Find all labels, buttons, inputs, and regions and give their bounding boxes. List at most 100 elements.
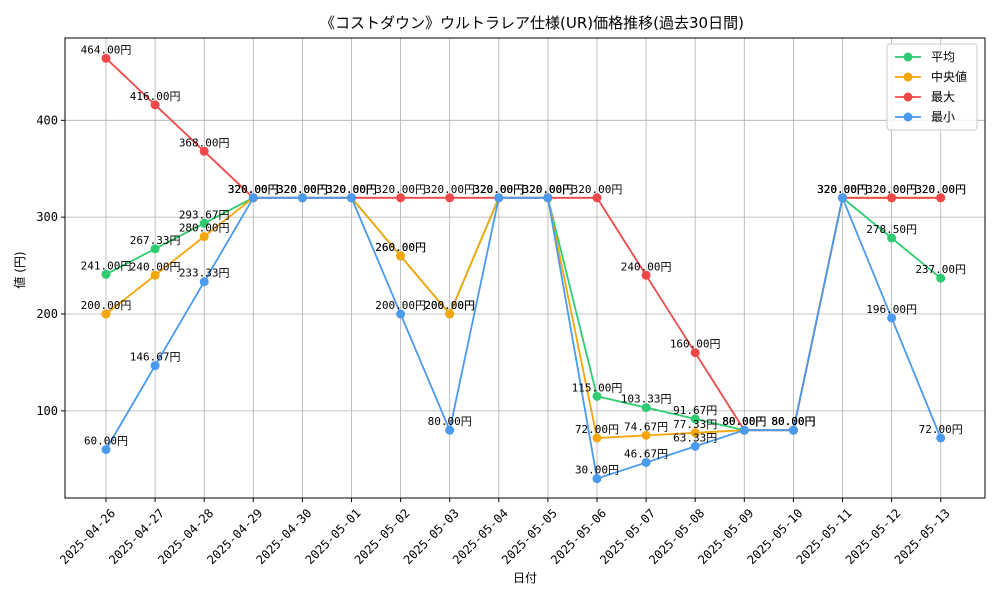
series-point-3 xyxy=(347,193,356,203)
series-point-3 xyxy=(248,193,258,203)
data-labels-layer: 241.00円267.33円293.67円320.00円320.00円320.0… xyxy=(81,43,966,476)
series-line-3 xyxy=(105,194,942,480)
data-label: 200.00円 xyxy=(375,299,426,312)
series-point-0 xyxy=(690,414,700,424)
data-label: 320.00円 xyxy=(473,183,524,196)
data-label: 320.00円 xyxy=(866,183,917,196)
data-label: 320.00円 xyxy=(228,183,279,196)
data-label: 293.67円 xyxy=(179,208,230,221)
series-point-3 xyxy=(101,445,111,455)
data-label: 280.00円 xyxy=(179,222,230,235)
series-point-1 xyxy=(445,309,455,319)
series-point-2 xyxy=(936,193,946,203)
series-point-3 xyxy=(838,193,847,203)
data-label: 320.00円 xyxy=(817,183,868,196)
series-point-2 xyxy=(887,193,897,203)
legend-marker xyxy=(903,72,913,82)
data-label: 320.00円 xyxy=(523,183,574,196)
plot-frame xyxy=(64,37,986,499)
series-point-3 xyxy=(199,277,209,287)
data-label: 200.00円 xyxy=(424,299,475,312)
series-point-3 xyxy=(936,433,946,443)
data-label: 60.00円 xyxy=(84,435,128,448)
data-label: 80.00円 xyxy=(722,415,766,428)
data-label: 233.33円 xyxy=(179,267,230,280)
data-label: 46.67円 xyxy=(624,447,668,460)
data-label: 320.00円 xyxy=(326,183,377,196)
data-label: 115.00円 xyxy=(572,381,623,394)
data-label: 320.00円 xyxy=(915,183,966,196)
data-label: 80.00円 xyxy=(771,415,815,428)
data-label: 91.67円 xyxy=(673,404,717,417)
series-point-3 xyxy=(690,441,700,451)
series-point-3 xyxy=(297,193,307,203)
data-label: 320.00円 xyxy=(326,183,377,196)
legend-label: 中央値 xyxy=(931,69,967,84)
y-axis-label: 値 (円) xyxy=(12,251,27,288)
data-label: 146.67円 xyxy=(130,351,181,364)
series-point-3 xyxy=(641,457,651,467)
data-label: 320.00円 xyxy=(523,183,574,196)
series-point-1 xyxy=(690,428,700,438)
data-label: 74.67円 xyxy=(624,420,668,433)
legend-marker xyxy=(903,52,913,62)
data-label: 320.00円 xyxy=(523,183,574,196)
data-label: 320.00円 xyxy=(572,183,623,196)
data-label: 72.00円 xyxy=(919,423,963,436)
series-point-3 xyxy=(396,309,406,319)
series-layer xyxy=(101,53,946,484)
data-label: 80.00円 xyxy=(771,415,815,428)
data-label: 320.00円 xyxy=(375,183,426,196)
data-label: 320.00円 xyxy=(326,183,377,196)
series-point-3 xyxy=(543,193,553,203)
data-label: 237.00円 xyxy=(915,263,966,276)
data-label: 200.00円 xyxy=(424,299,475,312)
chart-title: 《コストダウン》ウルトラレア仕様(UR)価格推移(過去30日間) xyxy=(320,14,744,32)
series-point-3 xyxy=(150,361,160,371)
y-tick-label: 200 xyxy=(36,307,58,321)
data-label: 278.50円 xyxy=(866,223,917,236)
grid-layer xyxy=(65,38,985,498)
series-point-2 xyxy=(199,146,209,156)
y-tick-label: 300 xyxy=(36,210,58,224)
series-point-3 xyxy=(739,425,749,435)
legend-marker xyxy=(903,112,913,122)
legend-label: 最大 xyxy=(931,90,955,104)
data-label: 464.00円 xyxy=(81,43,132,56)
series-point-3 xyxy=(445,425,455,435)
series-point-1 xyxy=(101,309,111,319)
series-point-0 xyxy=(641,403,651,413)
series-point-0 xyxy=(936,273,946,283)
data-label: 260.00円 xyxy=(375,241,426,254)
data-label: 260.00円 xyxy=(375,241,426,254)
data-label: 200.00円 xyxy=(81,299,132,312)
data-label: 160.00円 xyxy=(670,338,721,351)
series-point-3 xyxy=(494,193,504,203)
data-label: 320.00円 xyxy=(277,183,328,196)
data-label: 80.00円 xyxy=(722,415,766,428)
series-point-1 xyxy=(641,430,651,440)
series-point-2 xyxy=(641,270,651,280)
series-point-0 xyxy=(150,244,160,254)
data-label: 103.33円 xyxy=(621,393,672,406)
data-label: 63.33円 xyxy=(673,431,717,444)
data-label: 320.00円 xyxy=(228,183,279,196)
series-point-2 xyxy=(690,348,700,358)
data-label: 320.00円 xyxy=(326,183,377,196)
legend-box xyxy=(886,43,978,131)
series-point-0 xyxy=(592,391,602,401)
data-label: 320.00円 xyxy=(277,183,328,196)
data-label: 72.00円 xyxy=(575,423,619,436)
series-point-1 xyxy=(150,270,160,280)
data-label: 320.00円 xyxy=(915,183,966,196)
data-label: 368.00円 xyxy=(179,136,230,149)
data-label: 320.00円 xyxy=(473,183,524,196)
series-point-1 xyxy=(199,232,209,242)
data-label: 267.33円 xyxy=(130,234,181,247)
series-point-2 xyxy=(150,100,160,110)
data-label: 240.00円 xyxy=(621,260,672,273)
data-label: 80.00円 xyxy=(722,415,766,428)
data-label: 320.00円 xyxy=(817,183,868,196)
